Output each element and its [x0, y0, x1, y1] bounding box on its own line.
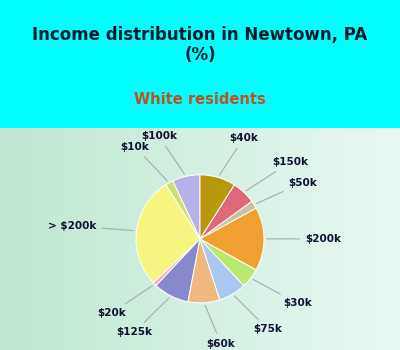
Text: $200k: $200k	[267, 234, 341, 244]
Text: > $200k: > $200k	[48, 221, 134, 231]
Text: White residents: White residents	[134, 92, 266, 107]
Wedge shape	[156, 239, 200, 302]
Wedge shape	[166, 181, 200, 239]
Wedge shape	[136, 185, 200, 283]
Wedge shape	[200, 208, 264, 270]
Text: $75k: $75k	[234, 296, 282, 334]
Wedge shape	[200, 201, 256, 239]
Text: $20k: $20k	[97, 286, 152, 318]
Text: $40k: $40k	[219, 133, 258, 175]
Wedge shape	[188, 239, 220, 303]
Text: Income distribution in Newtown, PA
(%): Income distribution in Newtown, PA (%)	[32, 26, 368, 64]
Wedge shape	[153, 239, 200, 286]
Text: $100k: $100k	[141, 132, 184, 174]
Wedge shape	[200, 185, 252, 239]
Wedge shape	[173, 175, 200, 239]
Wedge shape	[200, 175, 234, 239]
Text: $30k: $30k	[253, 279, 312, 308]
Wedge shape	[200, 239, 244, 300]
Text: $60k: $60k	[205, 305, 235, 349]
Text: $125k: $125k	[116, 298, 169, 337]
Text: $150k: $150k	[246, 158, 308, 191]
Wedge shape	[200, 239, 256, 286]
Text: $50k: $50k	[256, 178, 317, 203]
Text: $10k: $10k	[121, 142, 167, 181]
